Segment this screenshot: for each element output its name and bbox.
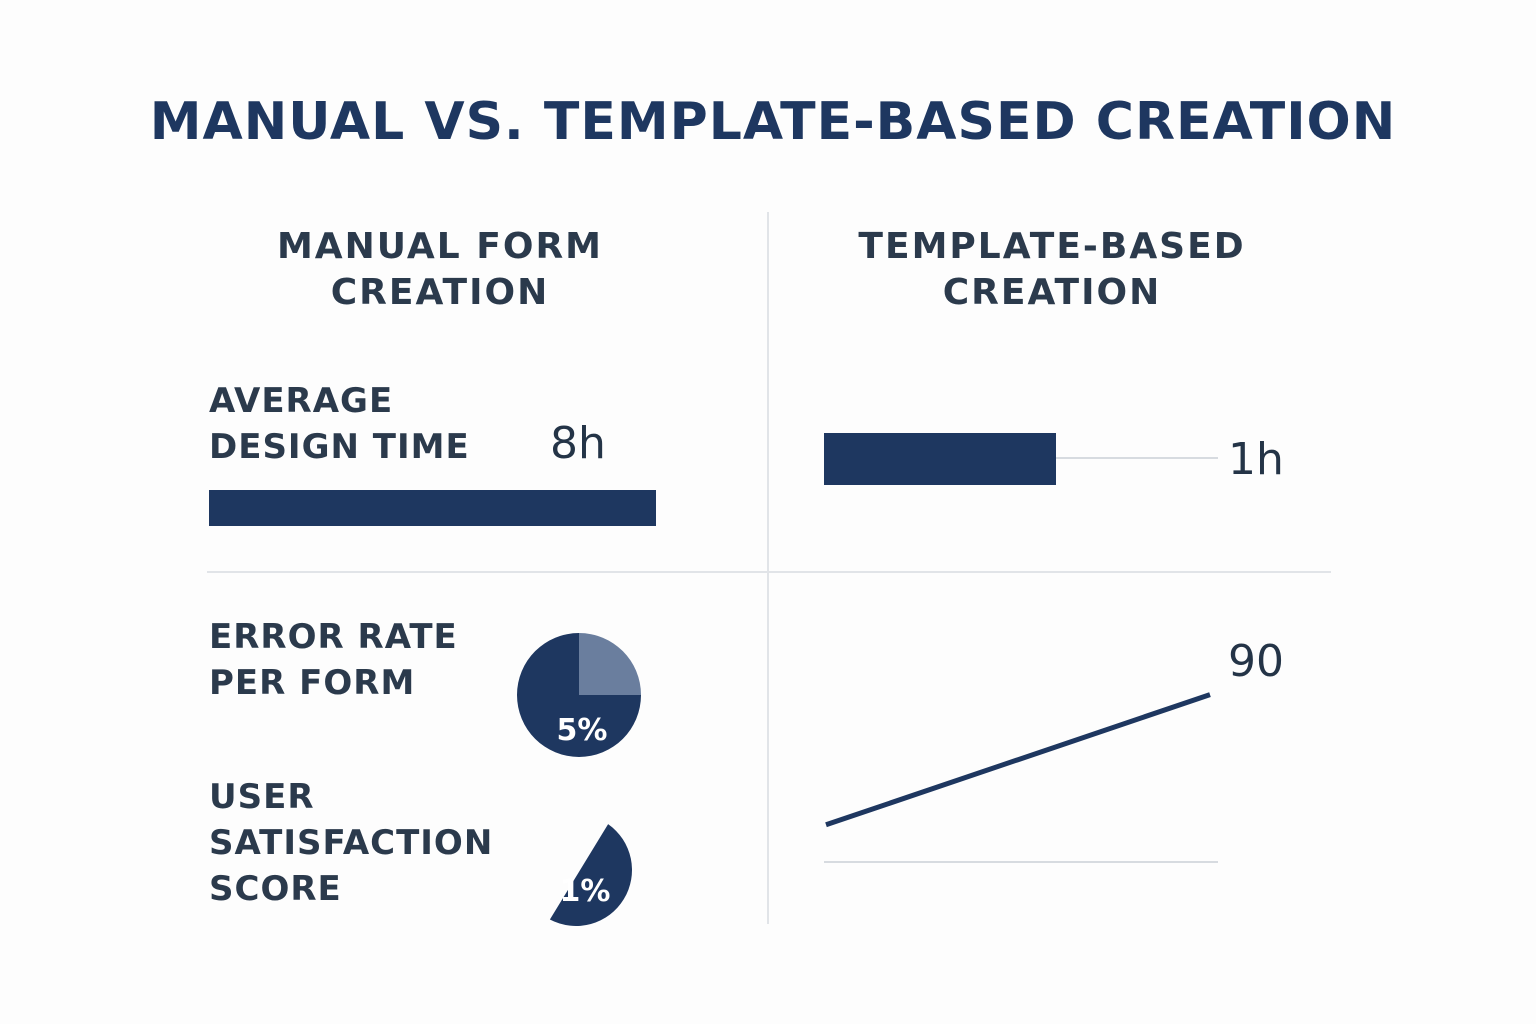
template-design-time-bar (824, 433, 1056, 485)
design-time-label: AVERAGE DESIGN TIME (209, 381, 470, 467)
manual-column-heading: MANUAL FORM CREATION (276, 226, 603, 313)
template-trend-line (825, 692, 1211, 828)
manual-design-time-value: 8h (550, 418, 606, 469)
template-design-time-value: 1h (1228, 434, 1284, 485)
satisfaction-pie-slice (549, 824, 633, 927)
vertical-divider (767, 212, 769, 924)
page-title: MANUAL VS. TEMPLATE-BASED CREATION (149, 92, 1397, 152)
error-rate-label: ERROR RATE PER FORM (209, 617, 458, 703)
template-column-heading: TEMPLATE-BASED CREATION (858, 226, 1246, 313)
horizontal-divider (207, 571, 1331, 573)
error-rate-pie: 5% (517, 633, 641, 757)
template-design-time-track (1056, 457, 1218, 459)
satisfaction-label: USER SATISFACTION SCORE (209, 777, 494, 909)
error-pie-slice-dark (517, 633, 641, 757)
manual-design-time-bar (209, 490, 656, 526)
satisfaction-pie: 1% (549, 824, 633, 927)
error-rate-pie-label: 5% (557, 713, 608, 748)
line-end-value: 90 (1228, 640, 1284, 687)
error-pie-slice-light (579, 633, 641, 695)
template-trend-line-chart: 90 (824, 640, 1284, 863)
satisfaction-pie-label: 1% (560, 874, 611, 909)
